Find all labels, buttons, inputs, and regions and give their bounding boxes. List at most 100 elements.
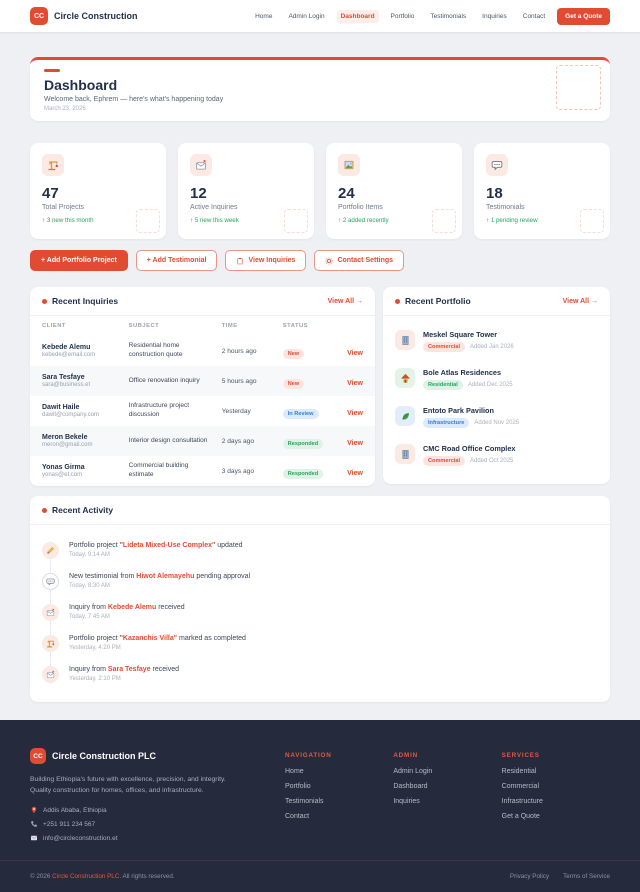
- legal-links: Privacy Policy Terms of Service: [510, 873, 610, 880]
- subject-cell: Commercial building estimate: [128, 462, 189, 478]
- contact-icon: [30, 820, 38, 828]
- view-cell: View: [337, 372, 363, 390]
- activity-highlight: Hiwot Alemayehu: [136, 573, 195, 580]
- footer-link[interactable]: Inquiries: [393, 798, 420, 805]
- time-cell: 2 days ago: [221, 437, 254, 445]
- view-cell: View: [337, 432, 363, 450]
- stats-row: 47 Total Projects ↑ 3 new this month 12 …: [30, 143, 610, 239]
- status-cell: New: [282, 372, 338, 390]
- time-cell: 3 days ago: [221, 467, 254, 475]
- stat-delta: ↑ 2 added recently: [338, 217, 389, 224]
- portfolio-item[interactable]: Meskel Square Tower Commercial Added Jan…: [395, 322, 598, 360]
- client-name: Meron Bekele: [42, 434, 88, 441]
- footer-link[interactable]: Get a Quote: [501, 813, 540, 820]
- status-cell: Responded: [282, 432, 338, 450]
- activity-body: Inquiry from Kebede Alemu received Today…: [69, 604, 185, 621]
- contact-text: +251 911 234 567: [43, 820, 96, 828]
- footer-contacts: Addis Ababa, Ethiopia +251 911 234 567 i…: [30, 806, 255, 842]
- nav-link[interactable]: Contact: [522, 12, 546, 20]
- client-cell: Kebede Alemu kebede@email.com: [42, 344, 129, 358]
- activity-text: Portfolio project "Lideta Mixed-Use Comp…: [69, 542, 243, 549]
- nav-link[interactable]: Admin Login: [288, 12, 325, 20]
- client-cell: Sara Tesfaye sara@business.et: [42, 374, 129, 388]
- nav-link[interactable]: Home: [255, 12, 273, 20]
- footer-link[interactable]: Dashboard: [393, 783, 428, 790]
- view-link[interactable]: View: [347, 410, 363, 417]
- activity-body: Portfolio project "Lideta Mixed-Use Comp…: [69, 542, 243, 559]
- footer-link[interactable]: Infrastructure: [501, 798, 543, 805]
- view-link[interactable]: View: [347, 380, 363, 387]
- view-all-portfolio-link[interactable]: View All →: [562, 297, 598, 305]
- stat-icon: [486, 154, 508, 176]
- view-cell: View: [337, 462, 363, 480]
- footer-link[interactable]: Contact: [285, 813, 310, 820]
- nav-link[interactable]: Portfolio: [390, 12, 415, 20]
- bullet-dot: [395, 298, 400, 304]
- nav-link[interactable]: Dashboard: [336, 9, 379, 23]
- stat-icon: [338, 154, 360, 176]
- activity-item: Inquiry from Kebede Alemu received Today…: [42, 597, 598, 628]
- nav-link[interactable]: Testimonials: [430, 12, 467, 20]
- footer-link[interactable]: Admin Login: [393, 768, 433, 775]
- footer-link[interactable]: Commercial: [501, 783, 539, 790]
- added-date: Added Dec 2025: [467, 382, 513, 388]
- stat-card: 18 Testimonials ↑ 1 pending review: [474, 143, 610, 239]
- column-time: TIME: [221, 323, 238, 329]
- footer-logo: CC: [30, 748, 46, 764]
- view-link[interactable]: View: [347, 350, 363, 357]
- activity-text: Portfolio project "Kazanchis Villa" mark…: [69, 635, 246, 642]
- action-button[interactable]: Contact Settings: [314, 250, 405, 271]
- view-link[interactable]: View: [347, 470, 363, 477]
- activity-time: Today, 7:45 AM: [69, 614, 110, 620]
- footer-navigation-column: NAVIGATION Home Portfolio Testimonials C…: [285, 748, 393, 842]
- portfolio-item-body: CMC Road Office Complex Commercial Added…: [423, 444, 515, 466]
- footer-bottom-bar: © 2026 Circle Construction PLC. All righ…: [0, 860, 640, 892]
- brand-name: Circle Construction: [54, 11, 138, 21]
- hero-card: Dashboard Welcome back, Ephrem — here's …: [30, 57, 610, 121]
- panel-header: Recent Portfolio View All →: [383, 287, 610, 316]
- stat-label: Total Projects: [42, 204, 85, 211]
- button-label: + Add Portfolio Project: [41, 257, 117, 264]
- category-badge: Infrastructure: [423, 418, 470, 428]
- portfolio-name: Entoto Park Pavilion: [423, 406, 494, 415]
- action-button[interactable]: View Inquiries: [225, 250, 307, 271]
- column-client: CLIENT: [42, 323, 66, 329]
- footer-link[interactable]: Residential: [501, 768, 537, 775]
- action-button[interactable]: + Add Portfolio Project: [30, 250, 128, 271]
- inquiry-row: Yonas Girma yonas@et.com Commercial buil…: [30, 456, 375, 486]
- portfolio-icon: [395, 330, 415, 350]
- stat-value: 12: [190, 185, 207, 202]
- view-link[interactable]: View: [347, 440, 363, 447]
- client-cell: Meron Bekele meron@gmail.com: [42, 434, 129, 448]
- brand[interactable]: CC Circle Construction: [30, 7, 138, 25]
- footer-description: Building Ethiopia's future with excellen…: [30, 776, 226, 783]
- column-status: STATUS: [282, 323, 309, 329]
- activity-text-post: marked as completed: [177, 635, 246, 642]
- portfolio-item[interactable]: Entoto Park Pavilion Infrastructure Adde…: [395, 398, 598, 436]
- action-button[interactable]: + Add Testimonial: [135, 250, 218, 271]
- portfolio-item[interactable]: CMC Road Office Complex Commercial Added…: [395, 436, 598, 474]
- copyright-post: . All rights reserved.: [119, 873, 175, 881]
- legal-link[interactable]: Privacy Policy: [509, 873, 550, 881]
- quick-actions: + Add Portfolio Project + Add Testimonia…: [30, 250, 610, 271]
- activity-text: Inquiry from Sara Tesfaye received: [69, 666, 179, 673]
- inquiry-row: Kebede Alemu kebede@email.com Residentia…: [30, 336, 375, 366]
- get-a-quote-button[interactable]: Get a Quote: [557, 7, 610, 25]
- status-badge: New: [282, 379, 305, 389]
- legal-link[interactable]: Terms of Service: [563, 873, 610, 881]
- main-nav: Home Admin Login Dashboard Portfolio Tes…: [251, 7, 610, 25]
- footer-link[interactable]: Home: [285, 768, 304, 775]
- portfolio-item[interactable]: Bole Atlas Residences Residential Added …: [395, 360, 598, 398]
- footer-link[interactable]: Testimonials: [285, 798, 324, 805]
- column-actions: [337, 323, 363, 329]
- view-all-inquiries-link[interactable]: View All →: [327, 297, 363, 305]
- subject-cell: Residential home construction quote: [128, 342, 183, 358]
- panel-title: Recent Inquiries: [52, 296, 119, 306]
- recent-portfolio-panel: Recent Portfolio View All → Meskel Squar…: [383, 287, 610, 484]
- stat-icon: [42, 154, 64, 176]
- footer-link[interactable]: Portfolio: [285, 783, 311, 790]
- stat-value: 47: [42, 185, 59, 202]
- nav-link[interactable]: Inquiries: [482, 12, 507, 20]
- button-icon: [325, 257, 333, 265]
- activity-icon: [42, 666, 59, 683]
